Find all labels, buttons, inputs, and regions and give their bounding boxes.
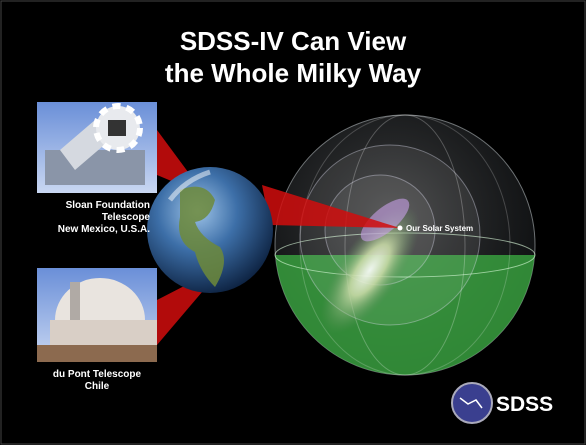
earth — [147, 167, 273, 293]
telescope-caption: Sloan Foundation — [66, 200, 150, 211]
title-line: the Whole Milky Way — [165, 58, 422, 88]
dupont-photo — [37, 268, 157, 362]
sdss-logo — [452, 383, 492, 423]
telescope-caption: du Pont Telescope — [53, 369, 142, 380]
telescope-caption: New Mexico, U.S.A. — [58, 224, 150, 235]
sloan-photo — [37, 102, 157, 193]
solar-system-marker — [398, 226, 403, 231]
page: SDSS-IV Can View the Whole Milky Way Our… — [0, 0, 586, 445]
telescope-caption: Chile — [85, 381, 110, 392]
telescope-caption: Telescope — [102, 212, 151, 223]
infographic: SDSS-IV Can View the Whole Milky Way Our… — [0, 0, 586, 445]
title-line: SDSS-IV Can View — [180, 26, 407, 56]
galaxy-label: Our Solar System — [406, 224, 473, 233]
logo-text: SDSS — [496, 393, 553, 416]
milky-way-sphere — [275, 115, 535, 375]
